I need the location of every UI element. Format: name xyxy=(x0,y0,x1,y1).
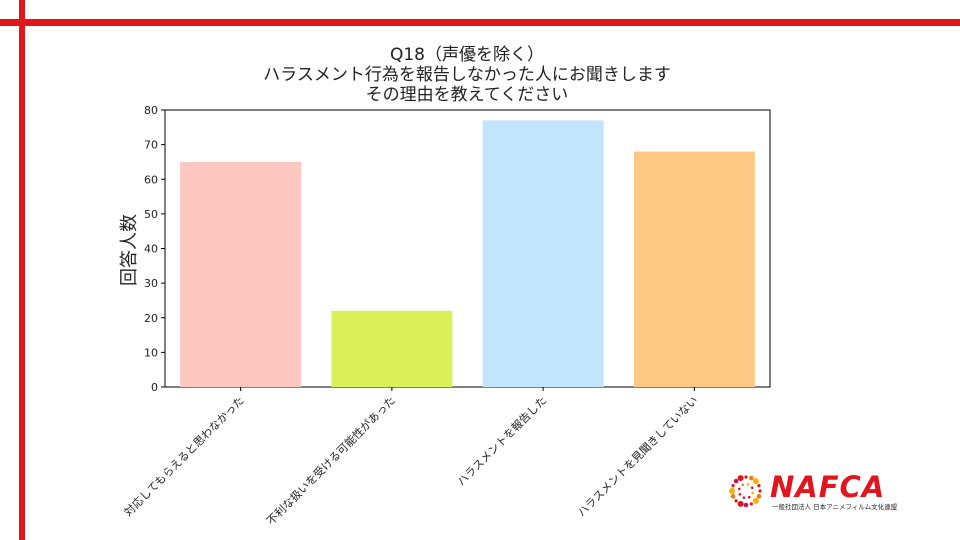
bar-3 xyxy=(482,120,604,387)
logo-dot xyxy=(757,484,761,488)
nafca-wordmark: NAFCA xyxy=(770,470,886,504)
logo-dot xyxy=(729,488,735,494)
y-tick-label: 70 xyxy=(144,139,158,152)
chart-title-line-2: ハラスメント行為を報告しなかった人にお聞きします xyxy=(263,65,671,85)
logo-dot xyxy=(756,494,762,499)
logo-dot xyxy=(741,483,745,487)
y-tick-label: 40 xyxy=(144,243,158,256)
bar-4 xyxy=(633,151,755,387)
y-tick-label: 0 xyxy=(151,381,158,394)
logo-dot xyxy=(758,489,762,493)
plot-area: 0 10 20 30 40 50 60 70 80 対応してもらえると思わなかった 不利な扱いを受け… xyxy=(121,104,771,528)
logo-dot xyxy=(734,499,738,503)
x-tick-label: 対応してもらえると思わなかった xyxy=(121,393,247,519)
logo-dot xyxy=(731,484,735,488)
x-tick-label: 不利な扱いを受ける可能性があった xyxy=(264,393,398,527)
nafca-logo: NAFCA 一般社団法人 日本アニメフィルム文化連盟 xyxy=(726,472,922,512)
logo-dot xyxy=(749,502,753,506)
logo-dot xyxy=(738,492,742,496)
y-tick-label: 30 xyxy=(144,277,158,290)
left-red-rule xyxy=(19,0,25,540)
bar-2 xyxy=(331,310,453,387)
y-axis-label: 回答人数 xyxy=(119,214,140,286)
logo-dot xyxy=(738,487,741,491)
y-tick-label: 20 xyxy=(144,312,158,325)
bar-1 xyxy=(180,161,302,387)
logo-dot xyxy=(742,496,746,499)
x-tick-label: ハラスメントを報告した xyxy=(455,394,550,489)
logo-dot xyxy=(744,475,748,479)
nafca-subtitle: 一般社団法人 日本アニメフィルム文化連盟 xyxy=(772,503,898,511)
logo-dot xyxy=(746,483,750,486)
top-red-rule xyxy=(0,19,960,26)
chart-title-line-1: Q18（声優を除く） xyxy=(390,45,544,65)
y-tick-label: 80 xyxy=(144,104,158,117)
logo-dot xyxy=(743,502,749,508)
logo-dot xyxy=(749,475,754,481)
chart-title-line-3: その理由を教えてください xyxy=(366,85,569,105)
logo-dot xyxy=(752,478,759,485)
logo-dot xyxy=(733,478,739,484)
logo-dot xyxy=(747,495,751,499)
logo-dot xyxy=(751,491,754,495)
logo-dot xyxy=(737,500,744,507)
x-tick-label: ハラスメントを見聞きしていない xyxy=(575,394,700,519)
y-tick-label: 60 xyxy=(144,173,158,186)
logo-dot xyxy=(737,475,744,482)
logo-dot xyxy=(750,486,754,490)
y-tick-label: 10 xyxy=(144,346,158,359)
logo-dot xyxy=(752,497,759,504)
nafca-logo-mark xyxy=(729,475,762,508)
y-tick-label: 50 xyxy=(144,208,158,221)
logo-dot xyxy=(730,494,736,499)
